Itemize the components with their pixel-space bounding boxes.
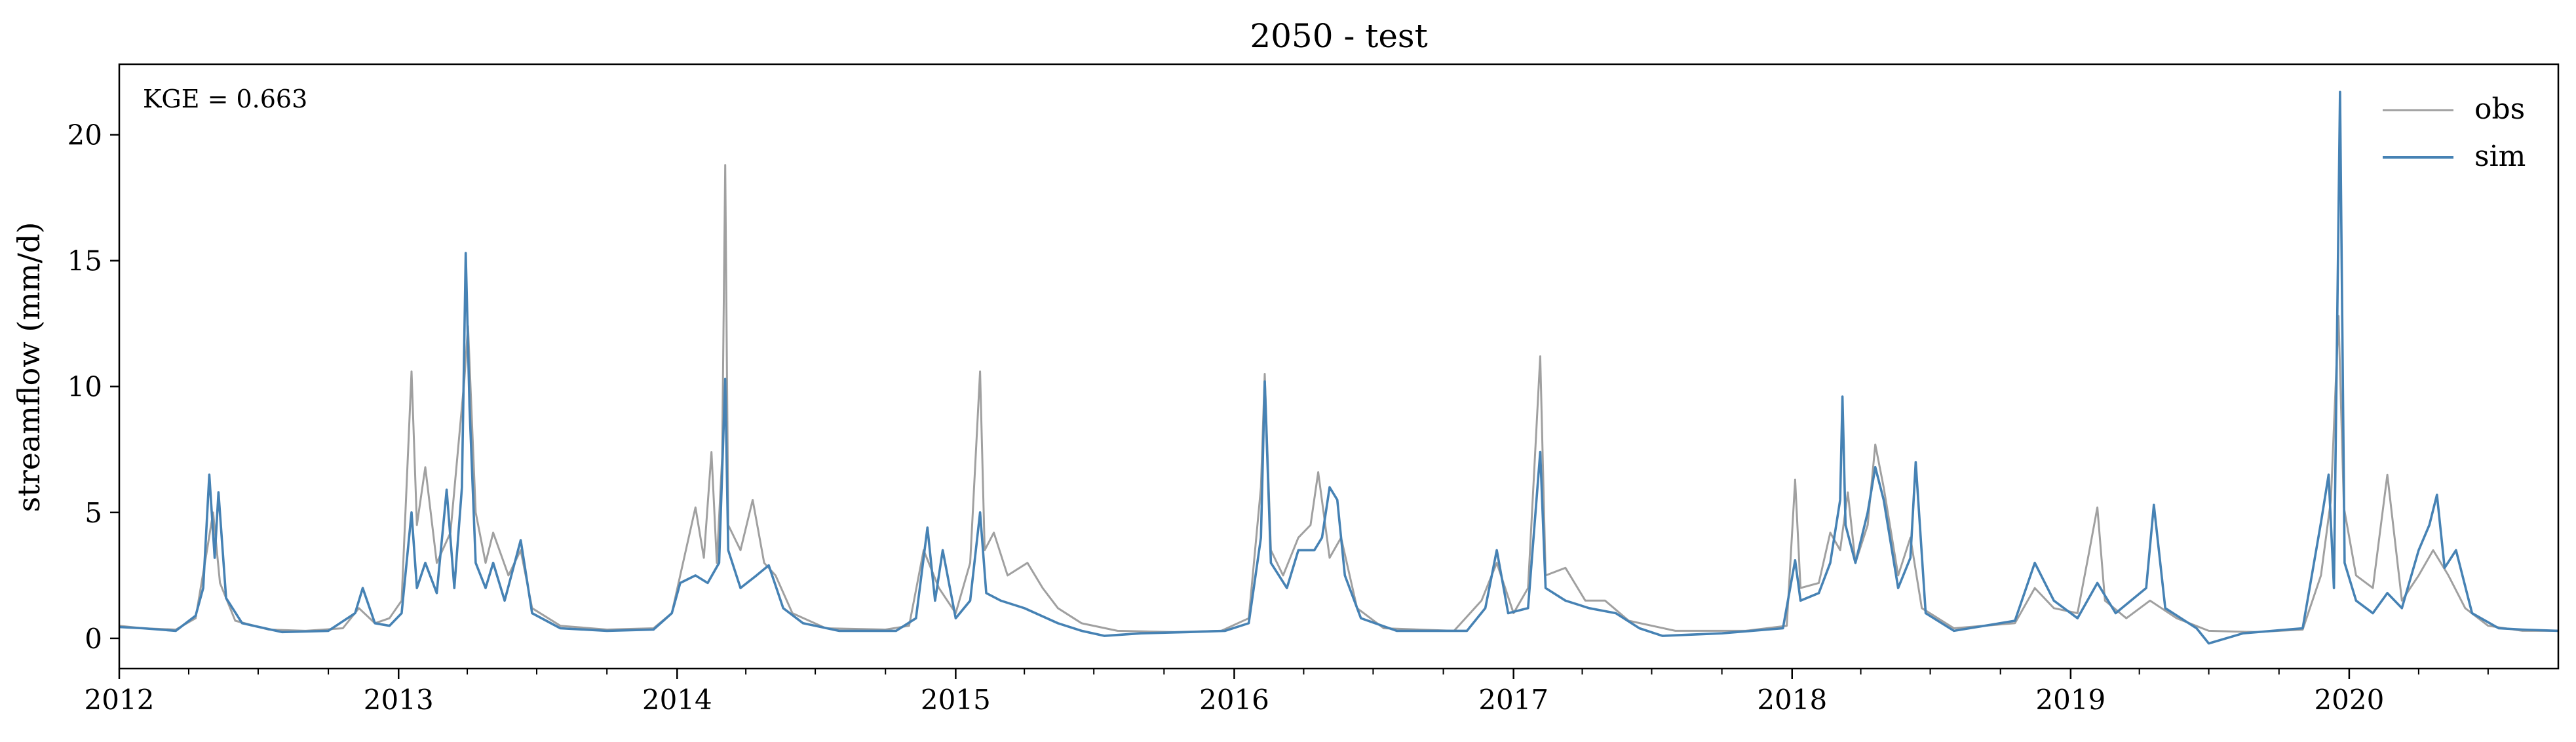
x-tick-label: 2015: [921, 684, 991, 716]
legend: obs sim: [2383, 92, 2526, 173]
x-tick-label: 2018: [1757, 684, 1827, 716]
y-tick-label: 0: [85, 623, 102, 655]
x-tick-label: 2016: [1199, 684, 1269, 716]
chart-title: 2050 - test: [1250, 17, 1427, 55]
plot-frame: [118, 63, 2560, 670]
series-line-obs: [119, 164, 2558, 633]
x-tick-label: 2019: [2035, 684, 2105, 716]
y-tick-label: 20: [67, 119, 102, 151]
kge-annotation: KGE = 0.663: [143, 85, 307, 113]
x-tick-label: 2013: [364, 684, 434, 716]
y-axis-ticks: 0 5 10 15 20: [67, 119, 119, 655]
x-tick-label: 2014: [642, 684, 712, 716]
x-tick-label: 2020: [2314, 684, 2384, 716]
legend-obs-label: obs: [2474, 92, 2525, 126]
y-tick-label: 5: [85, 497, 102, 529]
x-tick-label: 2012: [85, 684, 155, 716]
y-tick-label: 10: [67, 371, 102, 403]
x-axis-ticks: 2012 2013 2014 2015 2016 2017 2018 2019 2020: [85, 669, 2489, 716]
y-tick-label: 15: [67, 245, 102, 277]
series-layer: [119, 90, 2559, 645]
legend-sim-label: sim: [2474, 140, 2526, 173]
y-axis-label: streamflow (mm/d): [11, 222, 47, 513]
series-line-sim: [119, 90, 2559, 645]
x-tick-label: 2017: [1478, 684, 1548, 716]
